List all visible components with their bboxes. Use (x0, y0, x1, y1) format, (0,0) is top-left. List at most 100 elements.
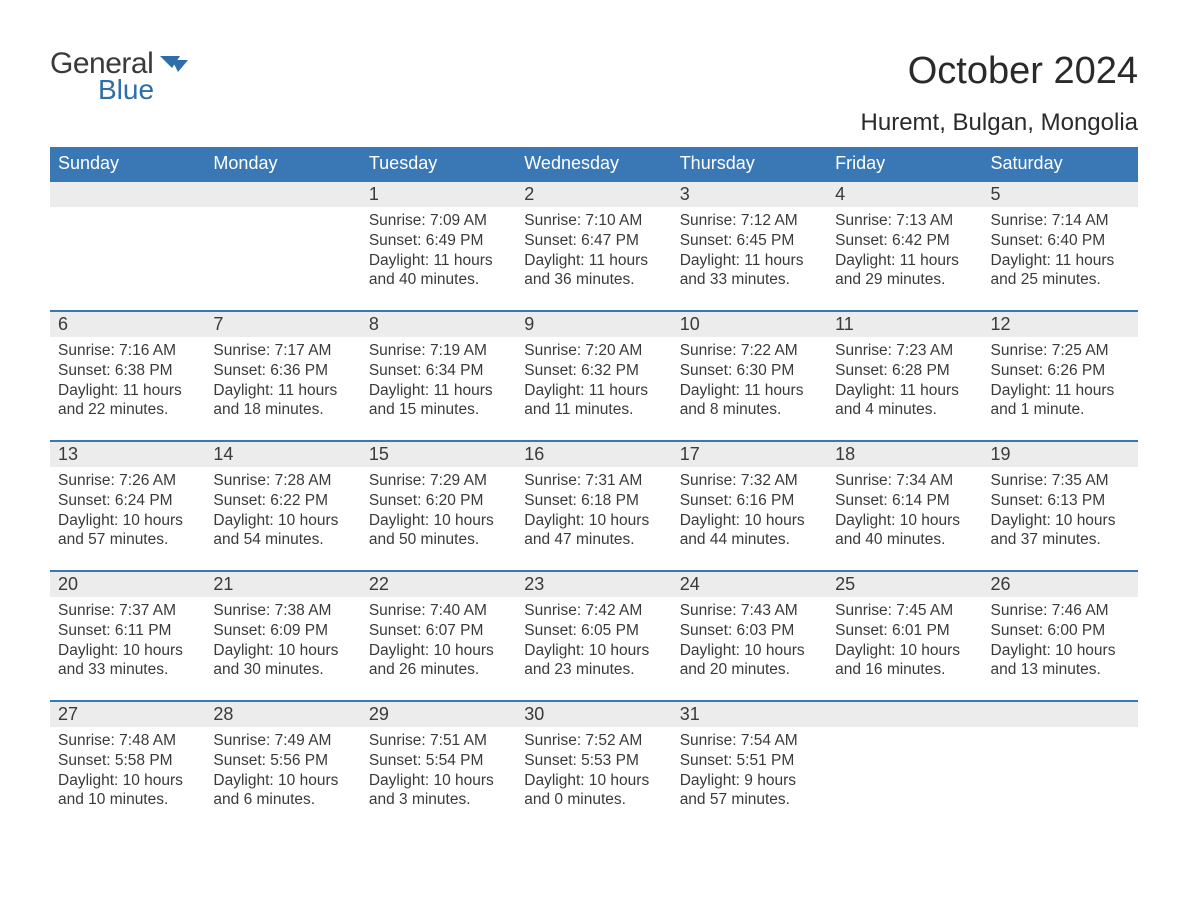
daylight-text: and 33 minutes. (680, 270, 819, 290)
sunrise-text: Sunrise: 7:54 AM (680, 731, 819, 751)
day-number: 5 (991, 184, 1001, 204)
day-number: 15 (369, 444, 389, 464)
daylight-text: Daylight: 10 hours (213, 641, 352, 661)
calendar-day-cell: 10 Sunrise: 7:22 AMSunset: 6:30 PMDayligh… (672, 310, 827, 440)
calendar-empty-cell (50, 180, 205, 310)
sunrise-text: Sunrise: 7:38 AM (213, 601, 352, 621)
day-number-bar: 16 (516, 440, 671, 467)
sunrise-text: Sunrise: 7:42 AM (524, 601, 663, 621)
sunset-text: Sunset: 6:36 PM (213, 361, 352, 381)
sunset-text: Sunset: 6:28 PM (835, 361, 974, 381)
sunset-text: Sunset: 6:24 PM (58, 491, 197, 511)
calendar-week-row: 6Sunrise: 7:16 AMSunset: 6:38 PMDaylight… (50, 310, 1138, 440)
sunrise-text: Sunrise: 7:52 AM (524, 731, 663, 751)
day-number-bar: 23 (516, 570, 671, 597)
sunset-text: Sunset: 6:30 PM (680, 361, 819, 381)
calendar-day-cell: 9Sunrise: 7:20 AMSunset: 6:32 PMDaylight… (516, 310, 671, 440)
daylight-text: and 30 minutes. (213, 660, 352, 680)
day-number-bar: 21 (205, 570, 360, 597)
daylight-text: and 18 minutes. (213, 400, 352, 420)
day-number-bar: 7 (205, 310, 360, 337)
sunrise-text: Sunrise: 7:37 AM (58, 601, 197, 621)
day-number-bar: 10 (672, 310, 827, 337)
day-number: 28 (213, 704, 233, 724)
daylight-text: and 23 minutes. (524, 660, 663, 680)
day-number: 13 (58, 444, 78, 464)
day-body: Sunrise: 7:29 AMSunset: 6:20 PMDaylight:… (361, 467, 516, 558)
sunrise-text: Sunrise: 7:40 AM (369, 601, 508, 621)
daylight-text: and 57 minutes. (680, 790, 819, 810)
day-body: Sunrise: 7:45 AMSunset: 6:01 PMDaylight:… (827, 597, 982, 688)
calendar-empty-cell (827, 700, 982, 830)
sunrise-text: Sunrise: 7:26 AM (58, 471, 197, 491)
calendar-day-cell: 26 Sunrise: 7:46 AMSunset: 6:00 PMDayligh… (983, 570, 1138, 700)
day-number: 12 (991, 314, 1011, 334)
day-number-bar: 2 (516, 180, 671, 207)
sunrise-text: Sunrise: 7:22 AM (680, 341, 819, 361)
weekday-header: Thursday (672, 147, 827, 180)
day-number-bar (50, 180, 205, 207)
daylight-text: Daylight: 10 hours (524, 641, 663, 661)
sunrise-text: Sunrise: 7:51 AM (369, 731, 508, 751)
sunrise-text: Sunrise: 7:31 AM (524, 471, 663, 491)
calendar-day-cell: 16Sunrise: 7:31 AMSunset: 6:18 PMDayligh… (516, 440, 671, 570)
day-body: Sunrise: 7:22 AMSunset: 6:30 PMDaylight:… (672, 337, 827, 428)
day-body: Sunrise: 7:32 AMSunset: 6:16 PMDaylight:… (672, 467, 827, 558)
daylight-text: Daylight: 10 hours (991, 511, 1130, 531)
sunset-text: Sunset: 6:11 PM (58, 621, 197, 641)
day-number: 26 (991, 574, 1011, 594)
sunset-text: Sunset: 5:51 PM (680, 751, 819, 771)
calendar-day-cell: 7Sunrise: 7:17 AMSunset: 6:36 PMDaylight… (205, 310, 360, 440)
calendar-day-cell: 30Sunrise: 7:52 AMSunset: 5:53 PMDayligh… (516, 700, 671, 830)
calendar-day-cell: 21Sunrise: 7:38 AMSunset: 6:09 PMDayligh… (205, 570, 360, 700)
daylight-text: Daylight: 10 hours (213, 771, 352, 791)
daylight-text: and 16 minutes. (835, 660, 974, 680)
day-body: Sunrise: 7:26 AMSunset: 6:24 PMDaylight:… (50, 467, 205, 558)
day-number: 31 (680, 704, 700, 724)
day-body: Sunrise: 7:13 AMSunset: 6:42 PMDaylight:… (827, 207, 982, 298)
daylight-text: Daylight: 11 hours (524, 251, 663, 271)
daylight-text: Daylight: 10 hours (369, 771, 508, 791)
daylight-text: Daylight: 10 hours (524, 771, 663, 791)
day-number-bar: 1 (361, 180, 516, 207)
day-number-bar: 31 (672, 700, 827, 727)
sunset-text: Sunset: 6:03 PM (680, 621, 819, 641)
daylight-text: and 36 minutes. (524, 270, 663, 290)
day-number-bar: 11 (827, 310, 982, 337)
daylight-text: Daylight: 9 hours (680, 771, 819, 791)
day-body: Sunrise: 7:37 AMSunset: 6:11 PMDaylight:… (50, 597, 205, 688)
logo: General Blue (50, 50, 188, 104)
day-body: Sunrise: 7:09 AMSunset: 6:49 PMDaylight:… (361, 207, 516, 298)
calendar-day-cell: 11Sunrise: 7:23 AMSunset: 6:28 PMDayligh… (827, 310, 982, 440)
day-number-bar (983, 700, 1138, 727)
day-number-bar: 22 (361, 570, 516, 597)
calendar-day-cell: 2Sunrise: 7:10 AMSunset: 6:47 PMDaylight… (516, 180, 671, 310)
calendar-empty-cell (205, 180, 360, 310)
day-number: 2 (524, 184, 534, 204)
sunset-text: Sunset: 6:32 PM (524, 361, 663, 381)
sunrise-text: Sunrise: 7:09 AM (369, 211, 508, 231)
daylight-text: Daylight: 11 hours (991, 251, 1130, 271)
sunset-text: Sunset: 6:14 PM (835, 491, 974, 511)
weekday-header: Monday (205, 147, 360, 180)
calendar-day-cell: 4Sunrise: 7:13 AMSunset: 6:42 PMDaylight… (827, 180, 982, 310)
sunset-text: Sunset: 6:42 PM (835, 231, 974, 251)
sunset-text: Sunset: 6:13 PM (991, 491, 1130, 511)
sunset-text: Sunset: 6:34 PM (369, 361, 508, 381)
sunset-text: Sunset: 6:26 PM (991, 361, 1130, 381)
day-number: 29 (369, 704, 389, 724)
calendar-day-cell: 13 Sunrise: 7:26 AMSunset: 6:24 PMDayligh… (50, 440, 205, 570)
day-body: Sunrise: 7:52 AMSunset: 5:53 PMDaylight:… (516, 727, 671, 818)
day-number: 10 (680, 314, 700, 334)
day-number-bar: 19 (983, 440, 1138, 467)
day-number: 1 (369, 184, 379, 204)
day-body: Sunrise: 7:16 AMSunset: 6:38 PMDaylight:… (50, 337, 205, 428)
calendar-day-cell: 3Sunrise: 7:12 AMSunset: 6:45 PMDaylight… (672, 180, 827, 310)
calendar-day-cell: 14Sunrise: 7:28 AMSunset: 6:22 PMDayligh… (205, 440, 360, 570)
weekday-header: Wednesday (516, 147, 671, 180)
day-body: Sunrise: 7:14 AMSunset: 6:40 PMDaylight:… (983, 207, 1138, 298)
daylight-text: Daylight: 10 hours (369, 641, 508, 661)
title-block: October 2024 Huremt, Bulgan, Mongolia (861, 50, 1138, 137)
day-number-bar: 4 (827, 180, 982, 207)
day-body: Sunrise: 7:46 AMSunset: 6:00 PMDaylight:… (983, 597, 1138, 688)
